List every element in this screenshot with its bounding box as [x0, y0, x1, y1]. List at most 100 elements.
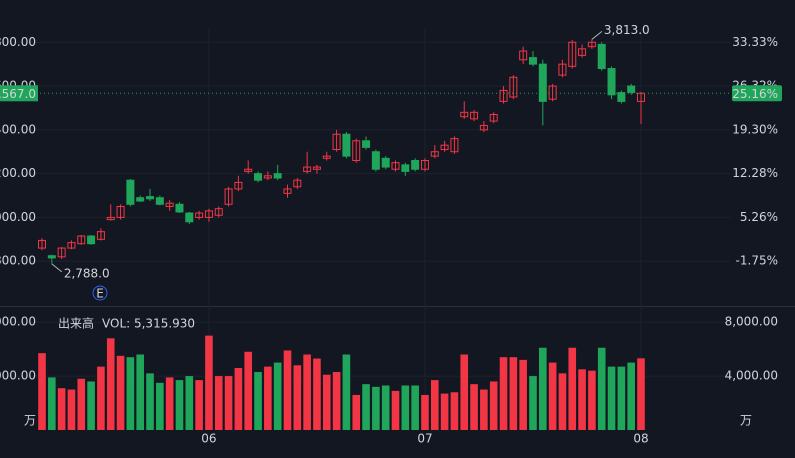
volume-bar — [175, 380, 184, 430]
candle-body — [401, 164, 410, 172]
candle-body — [489, 114, 498, 122]
volume-bar — [539, 347, 547, 430]
candle-body — [509, 76, 518, 98]
candle-body — [597, 43, 606, 70]
volume-bar — [322, 374, 331, 430]
volume-bar — [283, 350, 292, 430]
volume-bar — [57, 388, 66, 430]
candle-body — [578, 48, 587, 56]
x-tick-label: 07 — [417, 432, 432, 446]
volume-bar — [558, 373, 567, 430]
candle-body — [342, 133, 351, 157]
volume-bar — [136, 354, 144, 430]
volume-bar — [627, 362, 635, 430]
x-tick-label: 08 — [633, 432, 648, 446]
volume-bar — [77, 378, 86, 430]
candle-body — [67, 242, 76, 249]
volume-bar — [460, 354, 469, 430]
candle-body — [381, 157, 390, 168]
low-annotation: 2,788.0 — [64, 266, 110, 280]
volume-bar — [381, 385, 390, 430]
candle-body — [136, 197, 145, 202]
candle-body — [499, 89, 508, 102]
volume-bar — [97, 366, 105, 430]
volume-bar — [126, 357, 135, 430]
candle-body — [234, 181, 243, 190]
candle-body — [106, 216, 115, 221]
y2-tick-label: 12.28% — [732, 166, 778, 180]
candle-body — [195, 212, 204, 218]
high-annotation: 3,813.0 — [604, 23, 650, 37]
volume-bar — [597, 347, 606, 430]
candle-body — [87, 235, 96, 245]
last-change-label: 25.16% — [732, 87, 778, 101]
candle-body — [293, 179, 302, 188]
annotation-leader — [591, 31, 603, 40]
candle-body — [607, 68, 616, 96]
candle-body — [352, 140, 361, 161]
volume-bar — [607, 366, 616, 430]
volume-bar — [617, 366, 626, 430]
volume-bar — [146, 373, 154, 430]
y2-tick-label: 33.33% — [732, 35, 778, 49]
volume-bar — [293, 365, 302, 430]
volume-bar — [106, 338, 115, 430]
candle-body — [155, 197, 164, 205]
volume-tick-label-right: 4,000.00 — [725, 369, 778, 383]
volume-legend-value: VOL: 5,315.930 — [102, 317, 195, 331]
volume-bar — [165, 377, 174, 430]
candle-body — [57, 247, 66, 258]
volume-bar — [342, 354, 351, 430]
candle-body — [126, 179, 135, 205]
volume-bar — [489, 381, 498, 430]
candle-body — [322, 155, 331, 159]
y-tick-label: 3,400.00 — [0, 122, 36, 136]
candle-body — [38, 239, 46, 249]
candle-body — [263, 175, 272, 179]
volume-bar — [303, 354, 311, 430]
candle-body — [411, 159, 420, 170]
volume-bar — [519, 359, 527, 430]
volume-bar — [195, 380, 203, 430]
volume-bar — [38, 353, 46, 430]
volume-bar — [214, 376, 223, 430]
candle-body — [77, 235, 86, 245]
volume-tick-label: 4,000.00 — [0, 369, 36, 383]
volume-bar — [391, 390, 400, 430]
volume-bar — [637, 358, 645, 430]
volume-bar — [244, 351, 253, 430]
event-marker-label: E — [96, 287, 104, 301]
volume-bar — [352, 394, 361, 430]
volume-bar — [67, 389, 76, 430]
candle-body — [185, 212, 194, 223]
y2-tick-label: 5.26% — [740, 210, 778, 224]
candle-body — [312, 166, 321, 170]
volume-tick-label-right: 8,000.00 — [725, 315, 778, 329]
event-marker — [92, 285, 108, 301]
volume-bar — [254, 372, 262, 430]
candle-body — [273, 173, 282, 179]
volume-unit: 万 — [24, 414, 36, 428]
volume-bar — [578, 369, 586, 430]
volume-bar — [362, 384, 370, 430]
volume-bar — [568, 347, 577, 430]
y2-tick-label: 19.30% — [732, 122, 778, 136]
volume-bar — [234, 367, 243, 430]
volume-bar — [332, 372, 341, 430]
volume-bar — [185, 376, 194, 430]
candle-body — [175, 203, 184, 213]
annotation-leader — [51, 263, 63, 273]
y-tick-label: 3,200.00 — [0, 166, 36, 180]
last-price-badge — [0, 85, 38, 102]
candle-body — [479, 124, 488, 131]
candle-body — [430, 151, 439, 157]
candle-body — [391, 162, 400, 170]
volume-bar — [401, 385, 410, 430]
candle-body — [165, 202, 174, 207]
volume-tick-label: 8,000.00 — [0, 315, 36, 329]
volume-bar — [430, 380, 439, 430]
volume-bar — [372, 386, 380, 430]
volume-bar — [156, 382, 164, 430]
